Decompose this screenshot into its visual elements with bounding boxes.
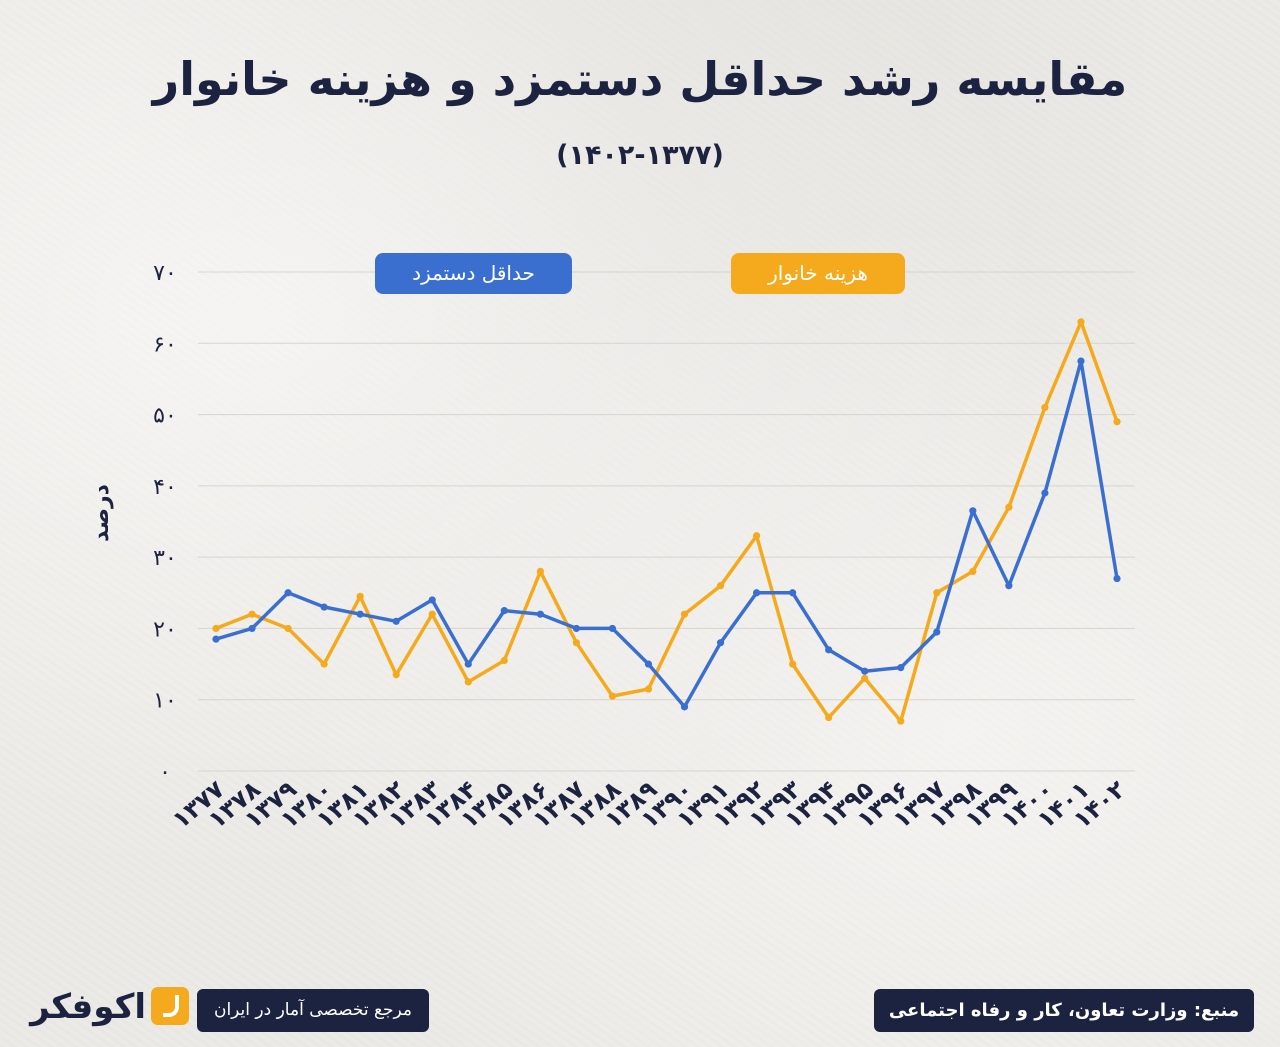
brand-name: اکوفکر <box>30 987 146 1027</box>
data-point <box>1113 418 1121 426</box>
series-line <box>214 320 1119 723</box>
data-point <box>716 639 725 647</box>
y-axis-label: درصد <box>89 484 114 542</box>
data-point <box>1041 403 1049 412</box>
data-point <box>392 671 400 679</box>
series-line <box>214 359 1119 709</box>
chart-title: مقایسه رشد حداقل دستمزد و هزینه خانوار <box>152 52 1128 106</box>
data-point <box>897 664 905 672</box>
data-point <box>356 592 364 600</box>
y-tick-label: ۰ <box>159 760 171 785</box>
data-point <box>897 717 905 725</box>
brand-tagline: مرجع تخصصی آمار در ایران <box>197 989 429 1032</box>
brand-logo: اکوفکر <box>18 983 189 1035</box>
data-point <box>392 617 400 625</box>
data-point <box>536 610 544 618</box>
chart-subtitle: (۱۴۰۲-۱۳۷۷) <box>556 140 724 171</box>
data-point <box>500 656 508 665</box>
data-point <box>716 582 725 590</box>
data-point <box>644 660 653 668</box>
y-tick-label: ۴۰ <box>153 475 177 500</box>
x-axis-ticks: ۱۳۷۷۱۳۷۸۱۳۷۹۱۳۸۰۱۳۸۱۱۳۸۲۱۳۸۳۱۳۸۴۱۳۸۵۱۳۸۶… <box>167 775 1131 834</box>
series-minimum-wage <box>212 357 1121 711</box>
data-point <box>969 567 977 576</box>
series-household-cost <box>212 318 1121 725</box>
data-point <box>320 660 328 668</box>
data-point <box>248 624 256 633</box>
data-point <box>464 678 472 686</box>
data-point <box>608 692 617 700</box>
y-tick-label: ۷۰ <box>153 261 177 286</box>
data-point <box>753 589 761 597</box>
legend-minimum-wage: حداقل دستمزد <box>375 253 572 294</box>
series-layer <box>212 318 1121 725</box>
data-point <box>428 610 436 618</box>
data-point <box>789 660 797 668</box>
y-tick-label: ۲۰ <box>153 617 177 642</box>
data-point <box>248 610 256 618</box>
data-point <box>861 674 869 682</box>
data-point <box>753 532 761 540</box>
y-axis-ticks: ۰ ۱۰ ۲۰ ۳۰ ۴۰ ۵۰ ۶۰ ۷۰ <box>153 261 177 785</box>
data-point <box>1005 503 1013 511</box>
data-point <box>644 685 653 693</box>
data-point <box>212 624 220 633</box>
data-point <box>284 589 292 597</box>
data-point <box>1113 574 1121 583</box>
data-point <box>428 596 436 604</box>
data-point <box>572 624 581 633</box>
data-point <box>572 639 581 647</box>
data-point <box>789 589 797 597</box>
y-tick-label: ۵۰ <box>153 404 177 429</box>
data-point <box>212 635 220 643</box>
data-point <box>969 507 977 515</box>
data-point <box>1077 357 1085 365</box>
data-point <box>680 703 689 711</box>
brand-mark-icon <box>151 987 189 1025</box>
data-point <box>680 610 689 618</box>
data-point <box>1077 318 1085 326</box>
data-point <box>320 603 328 611</box>
data-point <box>933 589 941 597</box>
data-point <box>825 713 833 722</box>
data-point <box>861 667 869 675</box>
y-tick-label: ۶۰ <box>153 332 177 357</box>
data-point <box>356 610 364 618</box>
y-tick-label: ۳۰ <box>153 546 177 571</box>
data-point <box>933 628 941 636</box>
grid-lines <box>198 271 1135 772</box>
data-point <box>464 660 472 668</box>
data-point <box>608 624 617 633</box>
source-note: منبع: وزارت تعاون، کار و رفاه اجتماعی <box>874 989 1254 1032</box>
data-point <box>1041 489 1049 497</box>
data-point <box>500 607 508 615</box>
y-tick-label: ۱۰ <box>153 689 177 714</box>
data-point <box>1005 582 1013 590</box>
data-point <box>825 646 833 654</box>
legend-household-cost: هزینه خانوار <box>731 253 905 294</box>
data-point <box>536 567 544 576</box>
data-point <box>284 624 292 633</box>
